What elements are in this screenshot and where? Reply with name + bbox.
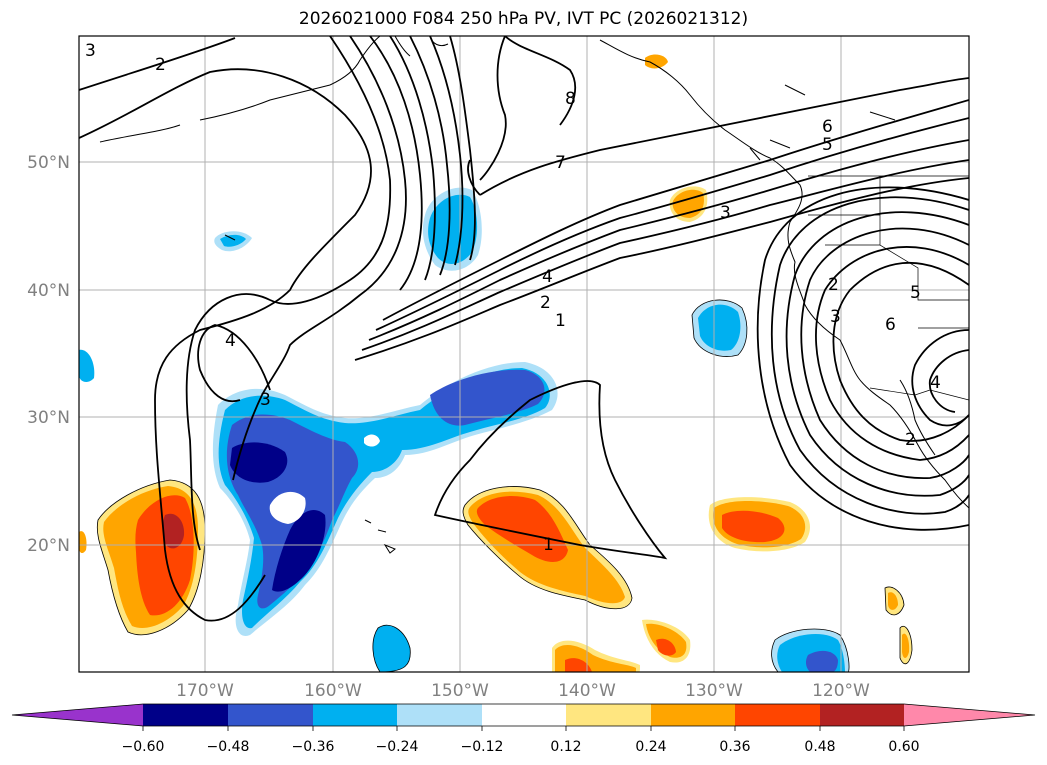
lon-label: 140°W xyxy=(558,681,616,701)
contour-label: 5 xyxy=(910,283,921,303)
longitude-labels: 170°W 160°W 150°W 140°W 130°W 120°W xyxy=(176,681,870,701)
colorbar-extend-left xyxy=(12,704,143,726)
contour-label: 3 xyxy=(260,390,271,410)
contour-label: 5 xyxy=(822,135,833,155)
colorbar: −0.60 −0.48 −0.36 −0.24 −0.12 0.12 0.24 … xyxy=(11,703,1036,755)
lon-label: 120°W xyxy=(812,681,870,701)
contour-label: 7 xyxy=(555,153,566,173)
colorbar-segment xyxy=(735,704,820,726)
contour-label: 3 xyxy=(720,203,731,223)
contour-label: 1 xyxy=(543,535,554,555)
colorbar-segment xyxy=(820,704,904,726)
colorbar-tick-label: 0.12 xyxy=(550,739,581,755)
lat-label: 30°N xyxy=(27,408,70,428)
map-frame xyxy=(78,35,970,673)
contour-label: 3 xyxy=(830,307,841,327)
contour-label: 2 xyxy=(155,55,166,75)
lat-label: 50°N xyxy=(27,153,70,173)
map-title: 2026021000 F084 250 hPa PV, IVT PC (2026… xyxy=(298,9,749,29)
colorbar-extend-right xyxy=(904,704,1035,726)
colorbar-tick-label: −0.24 xyxy=(376,739,419,755)
colorbar-tick-label: 0.60 xyxy=(888,739,919,755)
contour-label: 2 xyxy=(905,430,916,450)
ivt-contours xyxy=(79,36,969,622)
latitude-labels: 50°N 40°N 30°N 20°N xyxy=(27,153,70,556)
colorbar-segment xyxy=(397,704,482,726)
lon-label: 130°W xyxy=(685,681,743,701)
colorbar-tick-label: −0.60 xyxy=(122,739,165,755)
contour-label: 6 xyxy=(822,117,833,137)
lon-label: 150°W xyxy=(431,681,489,701)
colorbar-segment xyxy=(143,704,228,726)
lon-label: 160°W xyxy=(304,681,362,701)
contour-labels: 3 2 8 7 6 5 3 4 2 1 4 3 1 2 5 3 6 4 2 xyxy=(85,41,941,555)
contour-label: 4 xyxy=(542,267,553,287)
contour-label: 2 xyxy=(828,275,839,295)
contour-label: 3 xyxy=(85,41,96,61)
lon-label: 170°W xyxy=(176,681,234,701)
map-gridlines xyxy=(79,36,969,672)
colorbar-segment xyxy=(651,704,735,726)
colorbar-segment xyxy=(482,704,566,726)
colorbar-segment xyxy=(313,704,397,726)
colorbar-tick-label: −0.48 xyxy=(207,739,250,755)
colorbar-tick-label: 0.24 xyxy=(635,739,666,755)
negative-anomaly-fills xyxy=(79,187,850,672)
colorbar-tick-label: 0.48 xyxy=(804,739,835,755)
contour-label: 2 xyxy=(540,293,551,313)
colorbar-tick-label: 0.36 xyxy=(719,739,750,755)
contour-label: 4 xyxy=(225,331,236,351)
anomaly-outlines xyxy=(96,299,913,672)
colorbar-tick-marks xyxy=(142,726,905,731)
colorbar-segment xyxy=(228,704,313,726)
colorbar-tick-label: −0.36 xyxy=(292,739,335,755)
colorbar-segment xyxy=(566,704,651,726)
colorbar-tick-label: −0.12 xyxy=(461,739,504,755)
contour-label: 6 xyxy=(885,315,896,335)
lat-label: 40°N xyxy=(27,281,70,301)
contour-label: 1 xyxy=(555,311,566,331)
contour-label: 4 xyxy=(930,373,941,393)
lat-label: 20°N xyxy=(27,536,70,556)
contour-label: 8 xyxy=(565,89,576,109)
